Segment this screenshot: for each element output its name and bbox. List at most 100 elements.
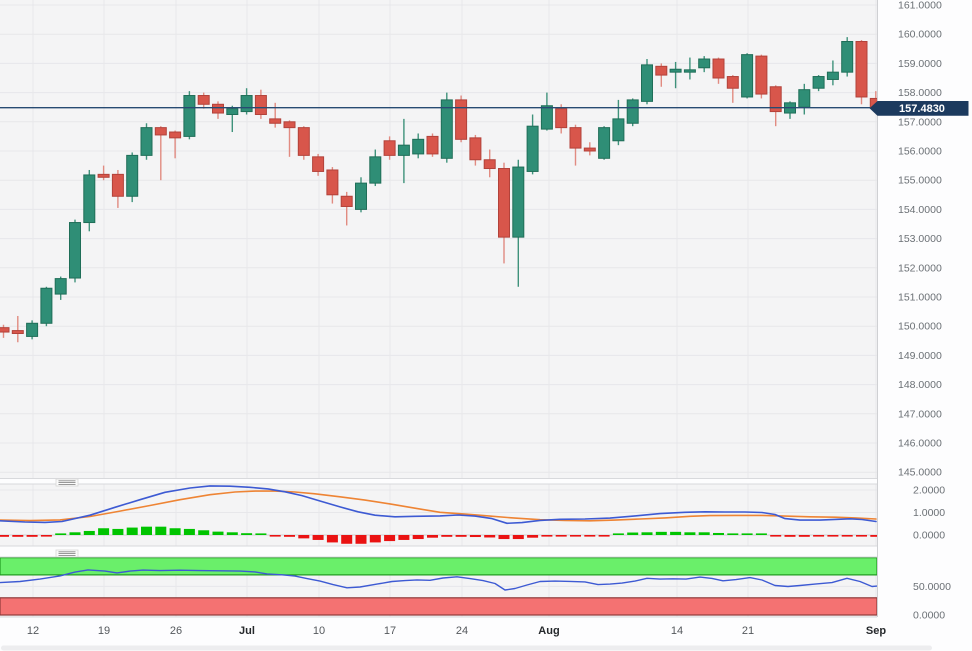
macd-histogram-bar xyxy=(741,533,753,535)
panel-resize-handle-oscillator[interactable] xyxy=(55,549,79,558)
macd-histogram-bar xyxy=(398,535,410,540)
candle-up xyxy=(412,138,425,155)
macd-histogram-bar xyxy=(26,535,38,537)
macd-histogram-bar xyxy=(269,535,281,537)
macd-histogram-bar xyxy=(770,535,782,537)
candle-up xyxy=(140,127,153,156)
candle-up xyxy=(397,144,410,156)
macd-histogram-bar xyxy=(241,533,253,535)
macd-histogram-bar xyxy=(698,532,710,535)
candle-down xyxy=(0,327,10,333)
macd-histogram-bar xyxy=(484,535,496,538)
price-axis-label: 150.0000 xyxy=(898,321,942,333)
macd-histogram-bar xyxy=(169,528,181,535)
macd-histogram-bar xyxy=(813,535,825,537)
panel-resize-handle-macd[interactable] xyxy=(55,478,79,487)
macd-panel[interactable] xyxy=(0,484,877,546)
macd-histogram-bar xyxy=(784,535,796,537)
candle-up xyxy=(741,54,754,98)
macd-histogram-bar xyxy=(112,528,124,535)
price-axis-label: 159.0000 xyxy=(898,58,942,70)
candlestick-series xyxy=(0,37,877,343)
macd-histogram-bar xyxy=(255,533,267,535)
price-axis-label: 155.0000 xyxy=(898,175,942,187)
price-axis-label: 156.0000 xyxy=(898,146,942,158)
time-axis-label: 19 xyxy=(98,625,110,637)
candle-down xyxy=(254,95,267,115)
candle-down xyxy=(726,76,739,89)
candle-down xyxy=(483,159,496,170)
candle-down xyxy=(297,127,310,156)
time-axis-label: 14 xyxy=(671,625,683,637)
candle-down xyxy=(498,168,510,238)
macd-histogram-bar xyxy=(98,528,110,535)
candle-down xyxy=(212,103,224,114)
candle-down xyxy=(11,330,24,334)
oscillator-axis-label: 0.0000 xyxy=(913,610,945,622)
macd-histogram-bar xyxy=(40,535,52,537)
macd-histogram-bar xyxy=(555,535,567,537)
axis-labels: 161.0000 160.0000 159.0000 158.0000 157.0000… xyxy=(898,0,951,622)
price-axis-label: 146.0000 xyxy=(898,438,942,450)
macd-histogram-bar xyxy=(341,535,353,544)
macd-histogram-bar xyxy=(369,535,381,543)
macd-histogram-bar xyxy=(670,531,682,535)
candle-down xyxy=(283,121,296,129)
candle-down xyxy=(712,58,725,79)
price-axis-label: 147.0000 xyxy=(898,408,942,420)
oscillator-axis-label: 50.0000 xyxy=(913,581,951,593)
macd-histogram-bar xyxy=(498,535,510,540)
candle-down xyxy=(569,127,582,149)
candle-up xyxy=(612,118,625,142)
candle-down xyxy=(197,95,210,105)
macd-histogram-bar xyxy=(155,526,167,535)
time-axis[interactable] xyxy=(0,617,972,651)
time-axis-label: 10 xyxy=(313,625,325,637)
macd-histogram-bar xyxy=(427,535,438,538)
candle-up xyxy=(369,156,382,184)
macd-histogram-bar xyxy=(527,535,539,538)
candle-down xyxy=(326,169,339,196)
macd-histogram-bar xyxy=(12,535,24,537)
macd-histogram-bar xyxy=(627,532,639,535)
last-price-badge: 157.4830 xyxy=(869,101,969,116)
macd-axis-label: 1.0000 xyxy=(913,507,945,519)
price-axis-label: 160.0000 xyxy=(898,29,942,41)
main-chart-panel[interactable] xyxy=(0,0,877,479)
candle-down xyxy=(469,137,482,161)
candle-up xyxy=(698,58,711,69)
macd-axis-label: 2.0000 xyxy=(913,485,945,497)
macd-histogram-bar xyxy=(827,535,839,537)
macd-line xyxy=(0,485,877,525)
candle-up xyxy=(54,278,67,295)
candle-up xyxy=(83,174,96,224)
macd-histogram-bar xyxy=(570,535,581,537)
macd-histogram-bar xyxy=(612,533,624,535)
macd-histogram-bar xyxy=(641,532,653,535)
macd-histogram-bar xyxy=(55,533,67,535)
candle-down xyxy=(269,118,282,124)
candle-down xyxy=(455,99,468,140)
candle-up xyxy=(841,41,854,73)
candle-down xyxy=(755,55,768,95)
macd-histogram-bar xyxy=(298,535,310,539)
time-axis-label: 17 xyxy=(384,625,396,637)
macd-histogram-bar xyxy=(412,535,424,540)
macd-histogram-bar xyxy=(512,535,524,540)
candle-down xyxy=(426,135,439,155)
price-axis-label: 148.0000 xyxy=(898,379,942,391)
macd-histogram-bar xyxy=(713,532,724,535)
price-axis[interactable] xyxy=(878,0,972,617)
time-axis-label: Sep xyxy=(866,625,886,637)
candle-up xyxy=(540,105,553,130)
candle-down xyxy=(555,108,568,129)
macd-histogram-bar xyxy=(284,535,295,537)
candle-up xyxy=(183,95,196,137)
macd-histogram-bar xyxy=(212,531,224,535)
oscillator-panel[interactable] xyxy=(0,557,877,617)
candle-up xyxy=(240,95,253,113)
candle-down xyxy=(340,195,353,207)
horizontal-scrollbar[interactable] xyxy=(1,645,932,651)
macd-histogram-bar xyxy=(584,535,596,537)
